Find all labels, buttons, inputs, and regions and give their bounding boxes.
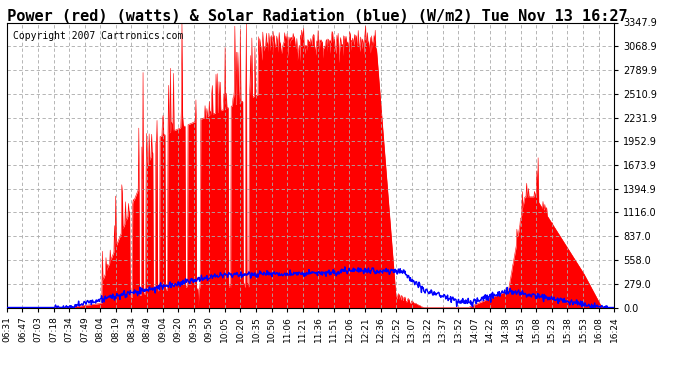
Text: Total PV Power (red) (watts) & Solar Radiation (blue) (W/m2) Tue Nov 13 16:27: Total PV Power (red) (watts) & Solar Rad… [0,9,627,24]
Text: Copyright 2007 Cartronics.com: Copyright 2007 Cartronics.com [13,31,184,41]
